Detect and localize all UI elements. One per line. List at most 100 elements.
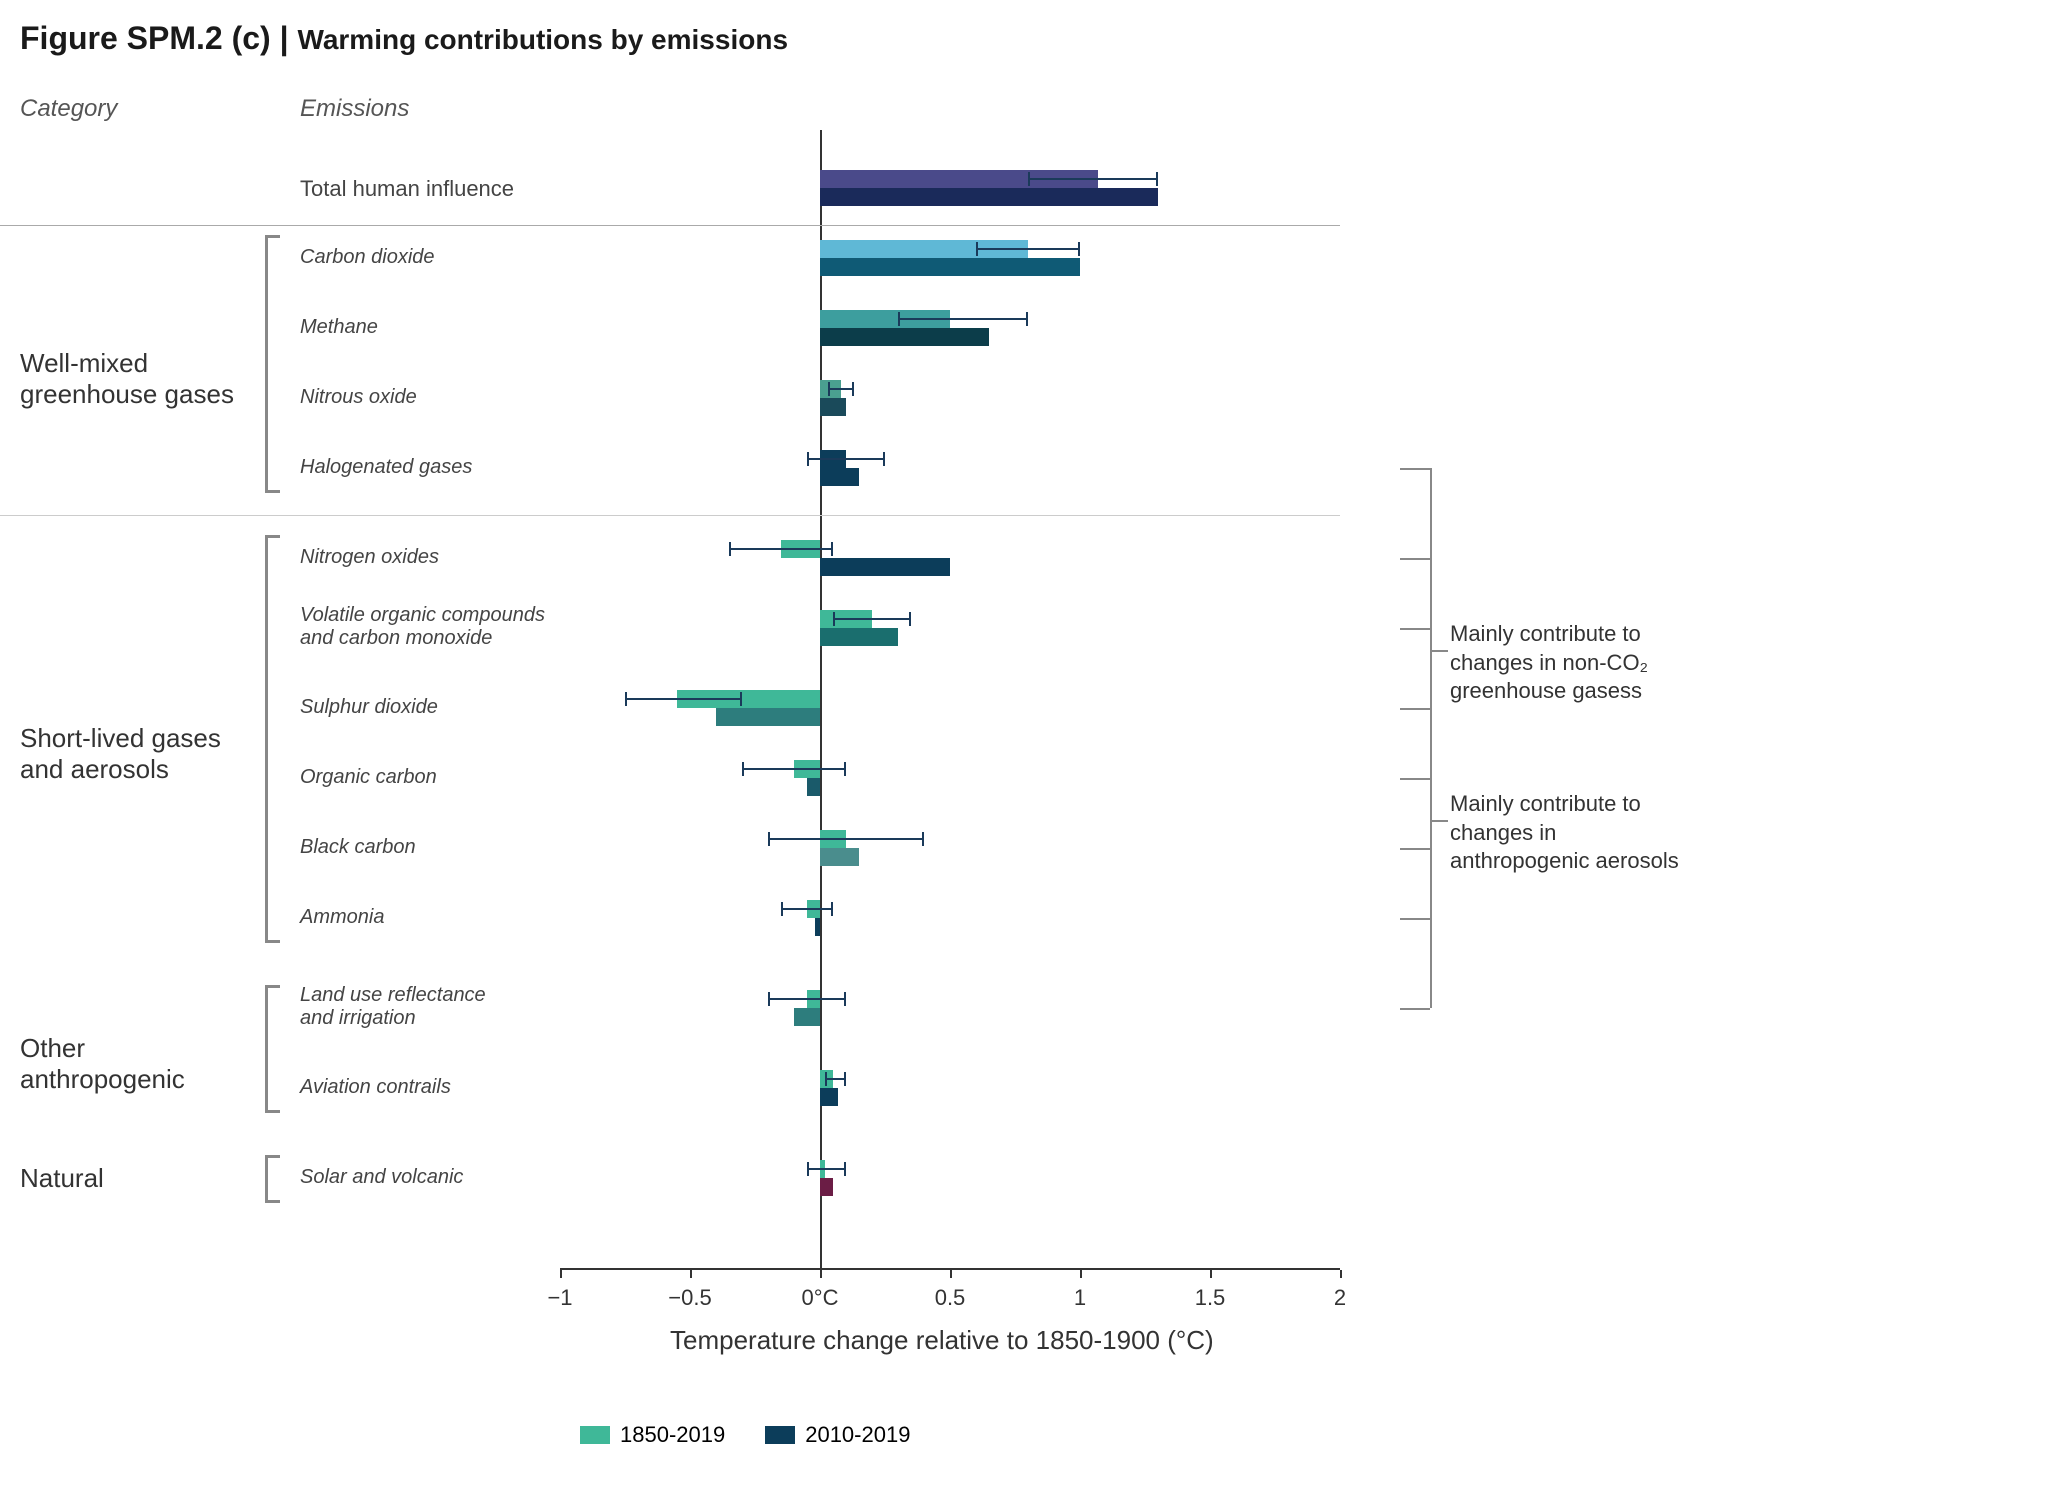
row-label: Solar and volcanic bbox=[300, 1166, 550, 1189]
bar-segment bbox=[820, 328, 989, 346]
annotation-connector bbox=[1400, 1008, 1430, 1010]
annotation-connector bbox=[1430, 820, 1448, 822]
bar-segment bbox=[820, 398, 846, 416]
legend: 1850-2019 2010-2019 bbox=[580, 1422, 910, 1448]
row-label: Halogenated gases bbox=[300, 456, 550, 479]
x-tick-label: −0.5 bbox=[668, 1285, 711, 1311]
category-bracket bbox=[265, 235, 280, 238]
bar-segment bbox=[820, 558, 950, 576]
category-bracket bbox=[265, 940, 280, 943]
legend-swatch-2010 bbox=[765, 1426, 795, 1444]
annotation-connector bbox=[1430, 650, 1448, 652]
title-prefix: Figure SPM.2 (c) | bbox=[20, 20, 297, 56]
error-whisker bbox=[1028, 178, 1158, 180]
header-category: Category bbox=[20, 95, 117, 123]
row-label: Carbon dioxide bbox=[300, 246, 550, 269]
category-label: Well-mixed greenhouse gases bbox=[20, 348, 240, 410]
x-tick bbox=[1340, 1270, 1342, 1278]
x-axis-title: Temperature change relative to 1850-1900… bbox=[670, 1325, 1214, 1356]
annotation-connector bbox=[1400, 778, 1430, 780]
row-label: Nitrous oxide bbox=[300, 386, 550, 409]
bar-segment bbox=[820, 628, 898, 646]
x-tick-label: 2 bbox=[1334, 1285, 1346, 1311]
row-label: Total human influence bbox=[300, 176, 550, 202]
error-whisker bbox=[898, 318, 1028, 320]
annotation-text: Mainly contribute to changes in anthropo… bbox=[1450, 790, 1700, 876]
bar-segment bbox=[820, 468, 859, 486]
row-label: Organic carbon bbox=[300, 766, 550, 789]
bar-segment bbox=[820, 1178, 833, 1196]
category-bracket bbox=[265, 535, 268, 940]
annotation-connector bbox=[1400, 628, 1430, 630]
plot-area bbox=[560, 130, 1340, 1270]
annotation-connector bbox=[1400, 558, 1430, 560]
error-whisker bbox=[729, 548, 833, 550]
error-whisker bbox=[976, 248, 1080, 250]
x-tick-label: 1 bbox=[1074, 1285, 1086, 1311]
separator bbox=[0, 225, 1340, 226]
category-bracket bbox=[265, 985, 268, 1110]
row-label: Aviation contrails bbox=[300, 1076, 550, 1099]
x-tick bbox=[690, 1270, 692, 1278]
x-tick-label: 0°C bbox=[802, 1285, 839, 1311]
row-label: Volatile organic compoundsand carbon mon… bbox=[300, 604, 550, 650]
row-label: Nitrogen oxides bbox=[300, 546, 550, 569]
error-whisker bbox=[825, 1078, 846, 1080]
row-label: Methane bbox=[300, 316, 550, 339]
separator bbox=[0, 515, 1340, 516]
category-bracket bbox=[265, 235, 268, 490]
x-tick bbox=[1080, 1270, 1082, 1278]
error-whisker bbox=[807, 1168, 846, 1170]
x-tick bbox=[560, 1270, 562, 1278]
header-emissions: Emissions bbox=[300, 95, 409, 123]
error-whisker bbox=[828, 388, 854, 390]
category-bracket bbox=[265, 1200, 280, 1203]
category-bracket bbox=[265, 1110, 280, 1113]
category-label: Other anthropogenic bbox=[20, 1033, 240, 1095]
bar-segment bbox=[807, 778, 820, 796]
bar-segment bbox=[815, 918, 820, 936]
error-whisker bbox=[625, 698, 742, 700]
bar-segment bbox=[794, 1008, 820, 1026]
error-whisker bbox=[781, 908, 833, 910]
error-whisker bbox=[807, 458, 885, 460]
row-label: Ammonia bbox=[300, 906, 550, 929]
category-bracket bbox=[265, 985, 280, 988]
row-label: Black carbon bbox=[300, 836, 550, 859]
category-bracket bbox=[265, 1155, 268, 1200]
legend-label-2010: 2010-2019 bbox=[805, 1422, 910, 1448]
bar-segment bbox=[820, 848, 859, 866]
annotation-connector bbox=[1400, 848, 1430, 850]
x-tick-label: 0.5 bbox=[935, 1285, 966, 1311]
annotation-connector bbox=[1400, 468, 1430, 470]
legend-2010: 2010-2019 bbox=[765, 1422, 910, 1448]
category-bracket bbox=[265, 1155, 280, 1158]
legend-1850: 1850-2019 bbox=[580, 1422, 725, 1448]
legend-swatch-1850 bbox=[580, 1426, 610, 1444]
annotation-text: Mainly contribute to changes in non-CO₂ … bbox=[1450, 620, 1700, 706]
x-tick bbox=[950, 1270, 952, 1278]
x-tick bbox=[1210, 1270, 1212, 1278]
category-bracket bbox=[265, 535, 280, 538]
annotation-connector bbox=[1400, 708, 1430, 710]
x-tick-label: −1 bbox=[547, 1285, 572, 1311]
category-bracket bbox=[265, 490, 280, 493]
annotation-connector bbox=[1400, 918, 1430, 920]
bar-segment bbox=[820, 258, 1080, 276]
category-label: Natural bbox=[20, 1163, 240, 1194]
category-label: Short-lived gases and aerosols bbox=[20, 723, 240, 785]
row-label: Land use reflectanceand irrigation bbox=[300, 984, 550, 1030]
bar-segment bbox=[716, 708, 820, 726]
annotation-bracket bbox=[1430, 708, 1432, 1008]
row-label: Sulphur dioxide bbox=[300, 696, 550, 719]
bar-segment bbox=[820, 188, 1158, 206]
x-tick bbox=[820, 1270, 822, 1278]
bar-segment bbox=[820, 1088, 838, 1106]
figure-title: Figure SPM.2 (c) | Warming contributions… bbox=[20, 20, 788, 57]
legend-label-1850: 1850-2019 bbox=[620, 1422, 725, 1448]
title-text: Warming contributions by emissions bbox=[297, 24, 788, 55]
error-whisker bbox=[742, 768, 846, 770]
error-whisker bbox=[768, 838, 924, 840]
error-whisker bbox=[768, 998, 846, 1000]
x-tick-label: 1.5 bbox=[1195, 1285, 1226, 1311]
